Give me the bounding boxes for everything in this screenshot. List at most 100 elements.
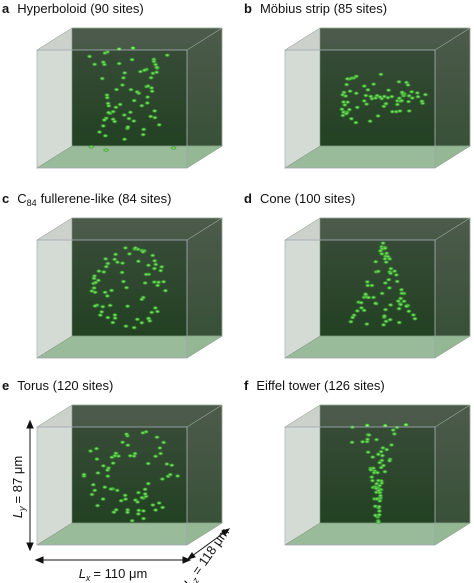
site: [122, 496, 129, 502]
panel-name: Hyperboloid (90 sites): [17, 1, 143, 16]
site: [139, 249, 147, 255]
site: [382, 259, 390, 265]
site: [352, 120, 360, 125]
site: [122, 323, 130, 329]
panel-title: c C84 fullerene-like (84 sites): [2, 191, 171, 208]
site: [93, 456, 101, 462]
site: [95, 268, 103, 274]
site: [88, 492, 96, 497]
site: [405, 93, 413, 99]
site: [382, 307, 389, 312]
site: [363, 101, 370, 107]
site: [396, 108, 404, 114]
site: [96, 129, 103, 135]
panel-title: a Hyperboloid (90 sites): [2, 1, 144, 16]
site: [112, 252, 119, 257]
site: [167, 472, 174, 477]
box-front: [284, 426, 436, 546]
site: [104, 293, 111, 299]
site: [383, 251, 390, 256]
panel-letter: e: [2, 378, 9, 393]
site: [107, 486, 115, 492]
box-front: [36, 239, 188, 359]
site: [411, 316, 419, 321]
panel-letter: d: [244, 191, 252, 206]
site: [121, 137, 128, 142]
site: [376, 512, 383, 518]
panel-name-rest: fullerene-like (84 sites): [41, 191, 172, 206]
site: [140, 127, 147, 132]
site: [105, 110, 112, 115]
site: [363, 423, 371, 428]
site: [393, 425, 401, 430]
site: [104, 473, 111, 479]
site: [99, 496, 107, 502]
site: [152, 454, 159, 459]
site: [135, 490, 142, 495]
site: [128, 57, 136, 62]
panel-title: f Eiffel tower (126 sites): [244, 378, 385, 393]
box-front: [284, 239, 436, 359]
site: [119, 260, 126, 266]
site: [370, 295, 377, 300]
site: [164, 53, 171, 58]
site: [349, 315, 356, 320]
site: [140, 516, 147, 521]
site: [87, 448, 94, 454]
site: [127, 110, 134, 115]
site: [112, 105, 120, 110]
panel-title: b Möbius strip (85 sites): [244, 1, 387, 16]
site: [348, 440, 356, 445]
site: [160, 440, 167, 445]
site: [135, 508, 143, 513]
site: [121, 493, 129, 498]
site: [91, 62, 98, 67]
site: [90, 285, 98, 291]
site: [387, 266, 395, 271]
site: [343, 111, 350, 116]
site: [364, 449, 372, 455]
site: [373, 437, 380, 442]
site: [115, 61, 123, 66]
site: [145, 263, 152, 268]
site: [137, 69, 144, 74]
site: [142, 491, 149, 497]
site: [354, 105, 361, 110]
site: [418, 99, 426, 104]
site: [139, 430, 147, 436]
site: [147, 75, 155, 80]
box: [35, 27, 224, 169]
site: [120, 75, 127, 81]
site: [381, 469, 389, 474]
site: [348, 116, 355, 121]
dimension-arrows: [26, 419, 231, 564]
site: [353, 91, 360, 96]
site: [381, 246, 389, 251]
site: [403, 80, 410, 85]
site: [144, 100, 151, 106]
site: [101, 62, 108, 67]
site: [398, 90, 406, 95]
site: [104, 315, 112, 320]
site: [104, 467, 111, 473]
site: [151, 108, 158, 114]
site: [138, 320, 145, 325]
site: [98, 309, 105, 315]
site: [369, 454, 376, 460]
site: [394, 102, 401, 107]
site: [380, 322, 387, 328]
site: [109, 320, 117, 325]
site: [104, 101, 112, 106]
site: [398, 287, 405, 292]
site: [144, 94, 151, 100]
site: [130, 325, 138, 330]
site: [119, 440, 126, 445]
site: [120, 279, 127, 284]
site: [153, 434, 161, 440]
site: [94, 503, 101, 508]
site: [101, 117, 108, 123]
site: [141, 487, 149, 492]
site: [86, 54, 93, 59]
site: [378, 291, 386, 296]
site: [154, 309, 161, 314]
